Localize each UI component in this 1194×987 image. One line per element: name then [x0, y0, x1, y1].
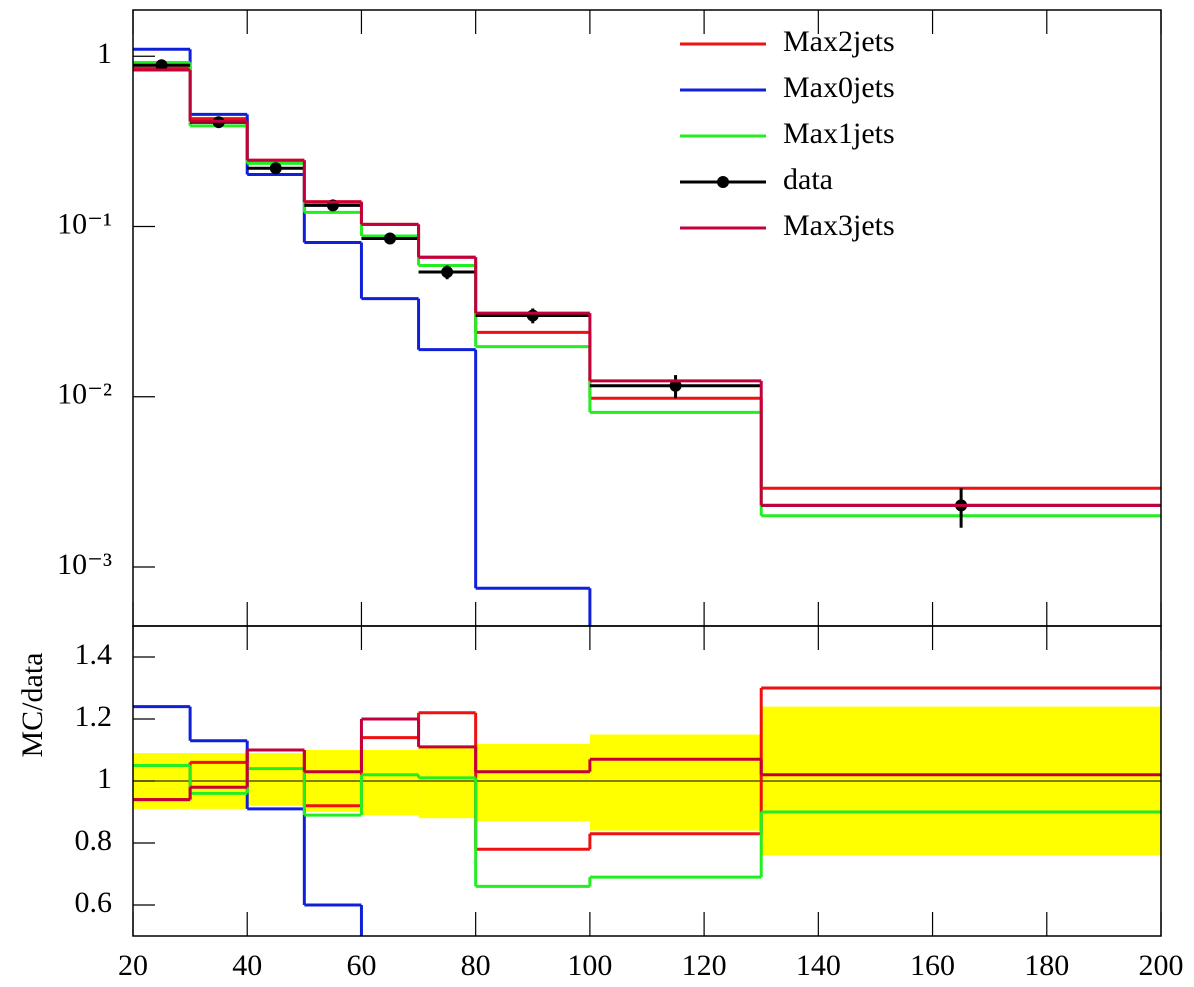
ratio-frame: [132, 625, 1162, 937]
data-point: [155, 59, 168, 72]
y-tick-label: 0.8: [75, 824, 113, 857]
main-frame: [132, 9, 1162, 627]
x-tick-label: 200: [1139, 949, 1184, 982]
legend-label: Max0jets: [783, 71, 895, 104]
uncertainty-band: [475, 743, 590, 822]
legend-label: Max1jets: [783, 117, 895, 150]
data-point: [669, 379, 682, 392]
data-point: [384, 232, 396, 245]
legend-marker: [717, 176, 729, 188]
x-tick-label: 40: [232, 949, 262, 982]
y-tick-label: 10⁻¹: [57, 207, 112, 240]
x-tick-label: 20: [118, 949, 148, 982]
data-point: [441, 266, 454, 279]
plot-layer: 10⁻³ 10⁻² 10⁻¹ 1: [57, 10, 1162, 626]
x-tick-label: 60: [346, 949, 376, 982]
y-axis-label: MC/data: [16, 653, 49, 758]
y-tick-label: 1: [97, 762, 112, 795]
y-tick-label: 1: [97, 37, 112, 70]
uncertainty-band: [247, 753, 305, 806]
x-tick-label: 160: [910, 949, 955, 982]
x-tick-label: 100: [567, 949, 612, 982]
x-tick-label: 180: [1024, 949, 1069, 982]
y-tick-label: 0.6: [75, 886, 113, 919]
y-tick-label: 1.2: [75, 700, 113, 733]
plot-layer: 20 40 60 80 100 120 140 160 180 200 0.6 0.8 1 1.2 1.4: [75, 626, 1184, 982]
uncertainty-band: [418, 746, 476, 819]
legend-label: Max2jets: [783, 25, 895, 58]
x-tick-label: 80: [461, 949, 491, 982]
uncertainty-band: [589, 734, 762, 831]
y-tick-label: 1.4: [75, 638, 113, 671]
legend-label: Max3jets: [783, 209, 895, 242]
legend-label: data: [783, 163, 833, 196]
x-tick-label: 140: [796, 949, 841, 982]
data-point: [526, 309, 539, 322]
y-tick-label: 10⁻³: [57, 548, 112, 581]
data-point: [269, 162, 282, 175]
uncertainty-band: [361, 750, 419, 816]
y-tick-label: 10⁻²: [57, 378, 112, 411]
x-tick-label: 120: [682, 949, 727, 982]
